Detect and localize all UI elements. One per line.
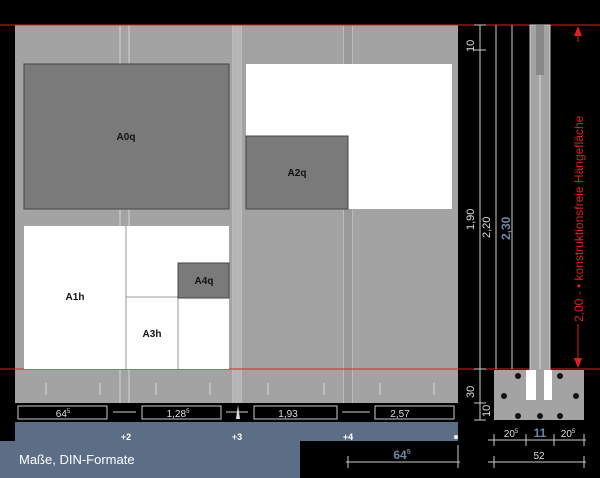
profile-52: 52 bbox=[533, 451, 545, 462]
profile-20-left: 205 bbox=[504, 429, 519, 440]
label-a2q: A2q bbox=[288, 168, 307, 179]
floor-marker-bar bbox=[15, 422, 458, 441]
marker-plus3: +3 bbox=[232, 432, 242, 442]
screw-holes bbox=[501, 373, 579, 419]
column-gap bbox=[233, 25, 241, 403]
panel-a0q bbox=[23, 63, 230, 210]
label-a3h: A3h bbox=[143, 329, 162, 340]
panel-a4q bbox=[177, 262, 230, 299]
marker-plus2: +2 bbox=[121, 432, 131, 442]
height-10-foot: 10 bbox=[481, 405, 493, 417]
label-a0q: A0q bbox=[117, 132, 136, 143]
height-230: 2,30 bbox=[499, 216, 513, 240]
caption-text: Maße, DIN-Formate bbox=[19, 452, 135, 467]
width-128: 1,285 bbox=[167, 409, 190, 420]
label-a1h: A1h bbox=[66, 292, 85, 303]
profile-20-right: 205 bbox=[561, 429, 576, 440]
red-dim-label: 2,00 - • konstruktionsfreie Hängefläche bbox=[572, 115, 586, 322]
height-190: 1,90 bbox=[465, 209, 477, 230]
center-mark-icon bbox=[236, 405, 240, 419]
width-64: 645 bbox=[56, 409, 71, 420]
floor-ticks bbox=[45, 383, 435, 395]
width-257: 2,57 bbox=[390, 409, 410, 420]
marker-plus4: +4 bbox=[343, 432, 353, 442]
panel-a2q bbox=[245, 135, 349, 210]
label-a4q: A4q bbox=[195, 276, 214, 287]
arrow-up-icon bbox=[574, 26, 582, 36]
caption-bar: Maße, DIN-Formate bbox=[0, 441, 300, 478]
height-10-top: 10 bbox=[465, 40, 477, 52]
height-220: 2,20 bbox=[481, 217, 493, 238]
marker-dot bbox=[454, 435, 458, 439]
height-30: 30 bbox=[465, 386, 477, 398]
column-gap bbox=[344, 25, 352, 403]
profile-11: 11 bbox=[534, 426, 547, 440]
width-64-bottom: 645 bbox=[393, 448, 410, 462]
width-193: 1,93 bbox=[278, 409, 298, 420]
arrow-down-icon bbox=[574, 358, 582, 368]
